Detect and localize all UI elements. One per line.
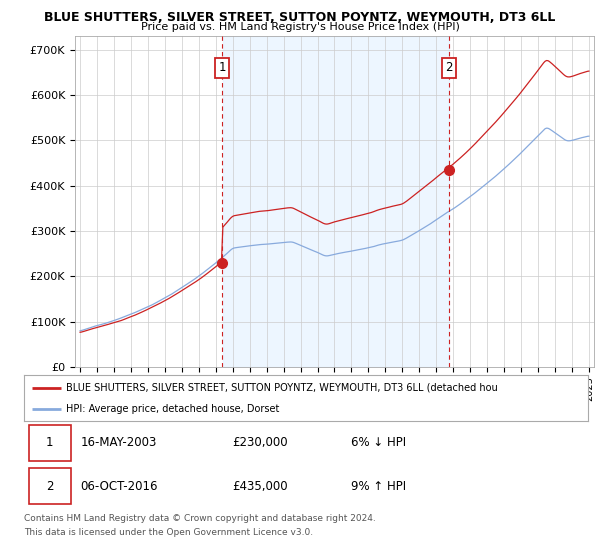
Text: 6% ↓ HPI: 6% ↓ HPI bbox=[351, 436, 406, 450]
Text: 06-OCT-2016: 06-OCT-2016 bbox=[80, 479, 158, 493]
Text: Contains HM Land Registry data © Crown copyright and database right 2024.: Contains HM Land Registry data © Crown c… bbox=[24, 514, 376, 523]
Text: £435,000: £435,000 bbox=[233, 479, 289, 493]
Text: 1: 1 bbox=[218, 61, 226, 74]
Text: 1: 1 bbox=[46, 436, 53, 450]
Text: Price paid vs. HM Land Registry's House Price Index (HPI): Price paid vs. HM Land Registry's House … bbox=[140, 22, 460, 32]
Text: 2: 2 bbox=[46, 479, 53, 493]
Text: 16-MAY-2003: 16-MAY-2003 bbox=[80, 436, 157, 450]
Text: 2: 2 bbox=[445, 61, 453, 74]
Text: This data is licensed under the Open Government Licence v3.0.: This data is licensed under the Open Gov… bbox=[24, 528, 313, 536]
Text: £230,000: £230,000 bbox=[233, 436, 289, 450]
Text: 9% ↑ HPI: 9% ↑ HPI bbox=[351, 479, 406, 493]
Text: BLUE SHUTTERS, SILVER STREET, SUTTON POYNTZ, WEYMOUTH, DT3 6LL (detached hou: BLUE SHUTTERS, SILVER STREET, SUTTON POY… bbox=[66, 382, 498, 393]
Text: HPI: Average price, detached house, Dorset: HPI: Average price, detached house, Dors… bbox=[66, 404, 280, 414]
Text: BLUE SHUTTERS, SILVER STREET, SUTTON POYNTZ, WEYMOUTH, DT3 6LL: BLUE SHUTTERS, SILVER STREET, SUTTON POY… bbox=[44, 11, 556, 24]
FancyBboxPatch shape bbox=[29, 468, 71, 505]
FancyBboxPatch shape bbox=[29, 424, 71, 461]
